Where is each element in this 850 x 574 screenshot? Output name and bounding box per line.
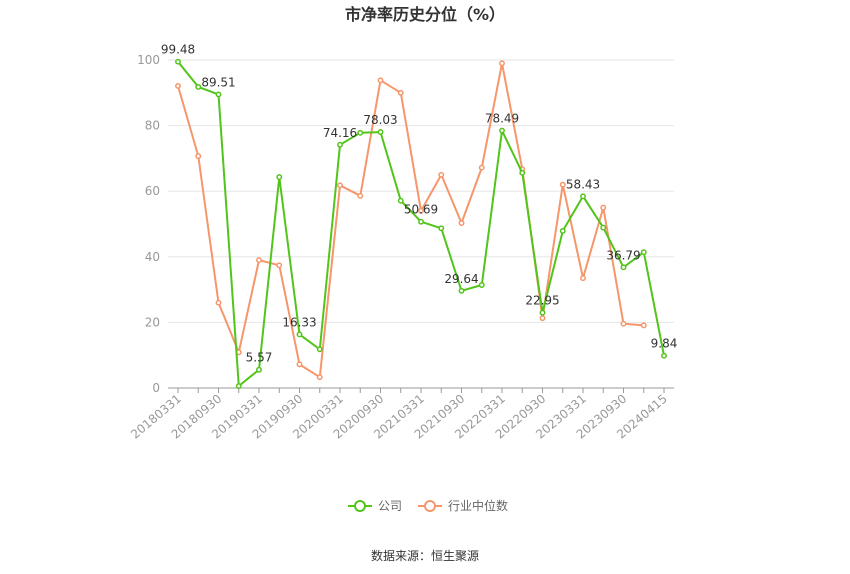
data-label-14: 29.64 [444,272,478,286]
series-1-point-18 [539,315,546,322]
series-1-point-16 [499,60,505,67]
y-tick-label-4: 80 [145,119,160,133]
legend-marker-1 [424,500,436,512]
series-group [175,58,667,389]
series-0-point-21 [600,224,607,231]
series-0-point-2 [215,91,222,98]
data-label-12: 50.69 [404,203,438,217]
series-0-point-19 [559,227,566,234]
series-0-point-23 [640,249,647,256]
series-1-point-0 [175,82,181,89]
data-label-10: 78.03 [363,113,397,127]
series-0-point-16 [499,127,505,134]
series-1-point-8 [337,182,343,189]
data-label-8: 74.16 [323,126,357,140]
series-0-point-10 [377,129,384,136]
series-0-point-12 [418,218,424,225]
series-1-point-4 [256,257,262,264]
y-axis: 0 20 40 60 80 100 [137,53,160,395]
series-0-point-4 [256,366,262,373]
series-1-point-13 [438,171,445,178]
series-0-point-18 [539,309,546,316]
series-0-point-9 [357,129,364,136]
y-tick-label-5: 100 [137,53,160,67]
series-0-point-7 [316,346,323,353]
data-label-20: 58.43 [566,177,600,191]
data-label-18: 22.95 [525,294,559,308]
series-0-point-20 [580,193,586,200]
source-note: 数据来源：恒生聚源 [371,548,479,563]
legend-label-0: 公司 [378,499,402,513]
series-line-1 [177,62,644,379]
series-0-point-11 [397,197,404,204]
data-labels: 99.48 89.51 5.57 16.33 74.16 78.03 50.69 29.64 7… [161,43,678,365]
y-tick-label-1: 20 [145,315,160,329]
legend-marker-0 [354,500,366,512]
series-0-point-14 [458,287,465,294]
series-0-point-24 [661,352,667,359]
series-1-point-5 [276,262,283,269]
series-0-point-3 [235,383,242,389]
series-1-point-1 [195,153,202,160]
legend[interactable]: 公司 行业中位数 [348,498,508,513]
y-tick-label-0: 0 [152,381,160,395]
data-label-24: 9.84 [651,337,678,351]
series-1-point-12 [418,207,424,214]
data-label-4: 5.57 [246,351,273,365]
series-0-point-5 [276,174,283,181]
x-axis: 2018033120180930201903312019093020200331… [128,387,674,442]
legend-label-1: 行业中位数 [448,498,508,513]
data-label-2: 89.51 [201,75,235,89]
series-0-point-13 [438,225,445,232]
series-1-point-7 [316,374,323,381]
chart-title: 市净率历史分位（%） [345,5,505,24]
series-0-point-6 [296,331,303,338]
series-0-point-0 [175,58,181,65]
y-tick-label-2: 40 [145,250,160,264]
series-0-point-1 [195,83,202,90]
series-1-point-23 [640,322,647,329]
series-1-point-15 [478,164,485,171]
series-1-point-2 [215,299,222,306]
series-1-point-9 [357,192,364,199]
series-1-point-14 [458,220,465,226]
series-0-point-17 [519,169,526,176]
series-0-point-8 [337,141,343,148]
series-1-point-22 [620,320,627,327]
series-0-point-15 [478,282,485,288]
data-label-6: 16.33 [282,315,316,329]
series-1-point-10 [377,77,384,84]
data-label-16: 78.49 [485,112,519,126]
series-1-point-11 [397,89,404,96]
series-1-point-19 [559,181,566,188]
series-1-point-20 [580,275,586,282]
series-1-point-21 [600,204,607,211]
data-label-22: 36.79 [606,248,640,262]
data-label-0: 99.48 [161,43,195,57]
y-tick-label-3: 60 [145,184,160,198]
series-0-point-22 [620,264,627,271]
series-1-point-6 [296,361,303,368]
